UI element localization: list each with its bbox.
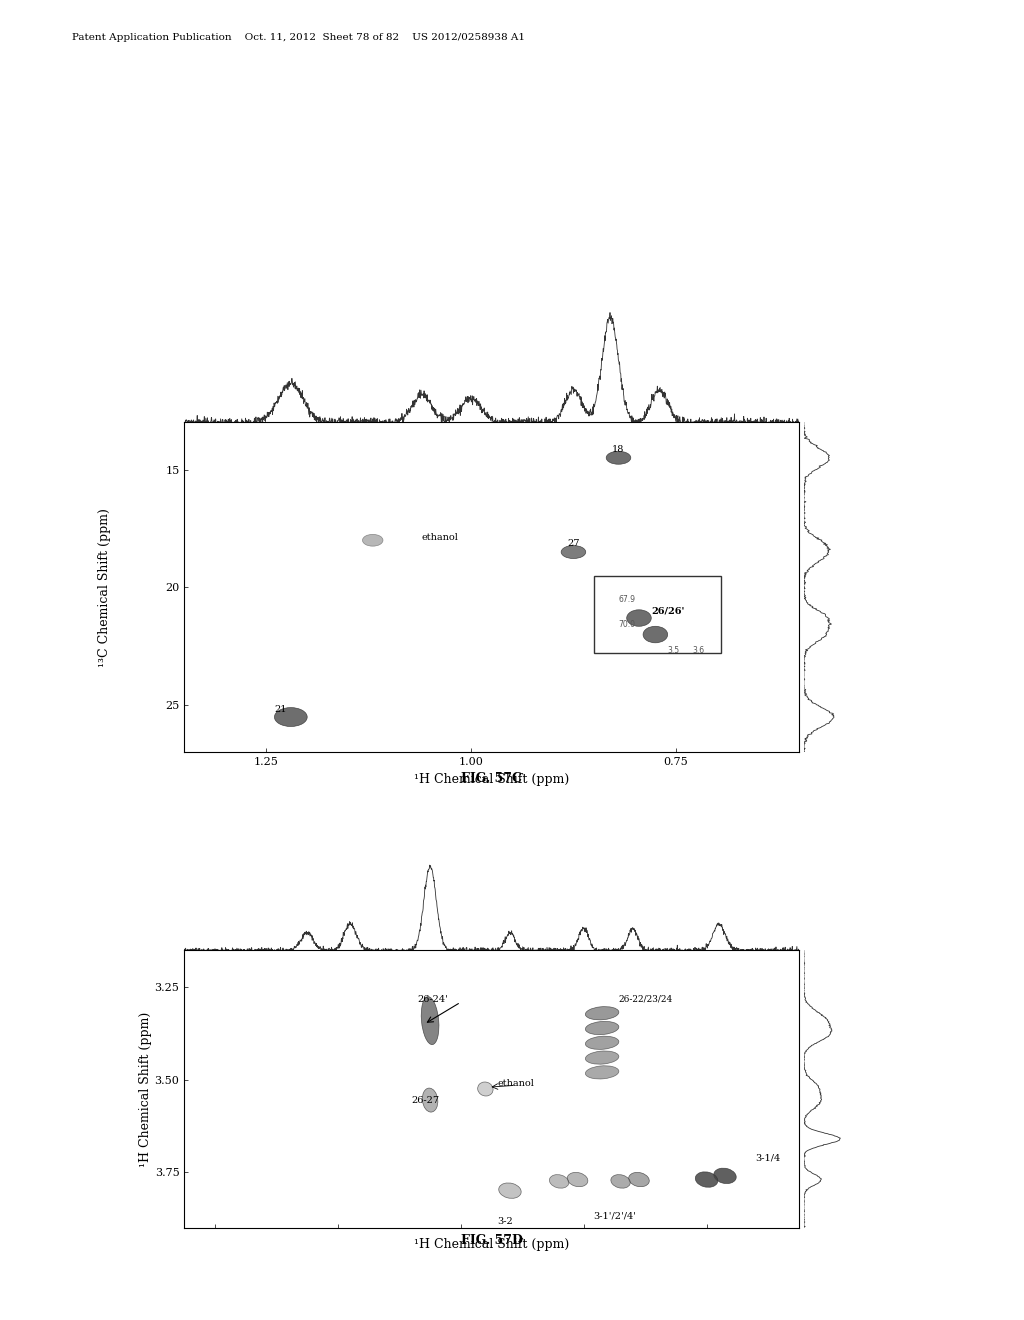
Ellipse shape [606, 451, 631, 465]
Ellipse shape [567, 1172, 588, 1187]
Text: 26-22/23/24: 26-22/23/24 [618, 995, 672, 1003]
Y-axis label: ¹³C Chemical Shift (ppm): ¹³C Chemical Shift (ppm) [97, 508, 111, 667]
Ellipse shape [422, 1088, 438, 1111]
Ellipse shape [499, 1183, 521, 1199]
X-axis label: ¹H Chemical Shift (ppm): ¹H Chemical Shift (ppm) [414, 1238, 569, 1251]
Text: ethanol: ethanol [498, 1078, 535, 1088]
Text: 26-27: 26-27 [412, 1096, 439, 1105]
Ellipse shape [695, 1172, 718, 1187]
Text: 3-1/4: 3-1/4 [756, 1154, 780, 1163]
Text: FIG. 57C: FIG. 57C [461, 772, 522, 785]
Ellipse shape [561, 545, 586, 558]
Text: 3.6: 3.6 [692, 647, 705, 656]
Text: 27: 27 [567, 539, 580, 548]
Text: 26-24': 26-24' [418, 995, 449, 1003]
Text: FIG. 57D: FIG. 57D [461, 1234, 522, 1247]
Text: 3.5: 3.5 [668, 647, 680, 656]
Ellipse shape [611, 1175, 630, 1188]
Text: 70.0: 70.0 [618, 620, 635, 630]
Text: 67.9: 67.9 [618, 594, 635, 603]
Ellipse shape [629, 1172, 649, 1187]
Ellipse shape [714, 1168, 736, 1184]
Ellipse shape [627, 610, 651, 626]
Ellipse shape [477, 1082, 494, 1096]
Ellipse shape [586, 1036, 618, 1049]
Ellipse shape [421, 997, 439, 1044]
X-axis label: ¹H Chemical Shift (ppm): ¹H Chemical Shift (ppm) [414, 772, 569, 785]
Text: 21: 21 [274, 705, 287, 714]
Text: Patent Application Publication    Oct. 11, 2012  Sheet 78 of 82    US 2012/02589: Patent Application Publication Oct. 11, … [72, 33, 524, 42]
Ellipse shape [586, 1022, 618, 1035]
Ellipse shape [274, 708, 307, 726]
Text: 3-2: 3-2 [498, 1217, 513, 1225]
Ellipse shape [586, 1065, 618, 1078]
Ellipse shape [643, 626, 668, 643]
Ellipse shape [550, 1175, 568, 1188]
Text: 3-1'/2'/4': 3-1'/2'/4' [593, 1212, 636, 1220]
Ellipse shape [586, 1051, 618, 1064]
Y-axis label: ¹H Chemical Shift (ppm): ¹H Chemical Shift (ppm) [139, 1011, 152, 1167]
Ellipse shape [362, 535, 383, 546]
Ellipse shape [627, 610, 651, 626]
Ellipse shape [643, 626, 668, 643]
Bar [594, 576, 721, 653]
Text: ethanol: ethanol [422, 533, 459, 543]
Text: 18: 18 [612, 445, 625, 454]
Text: 26/26': 26/26' [651, 606, 684, 615]
Ellipse shape [586, 1007, 618, 1020]
